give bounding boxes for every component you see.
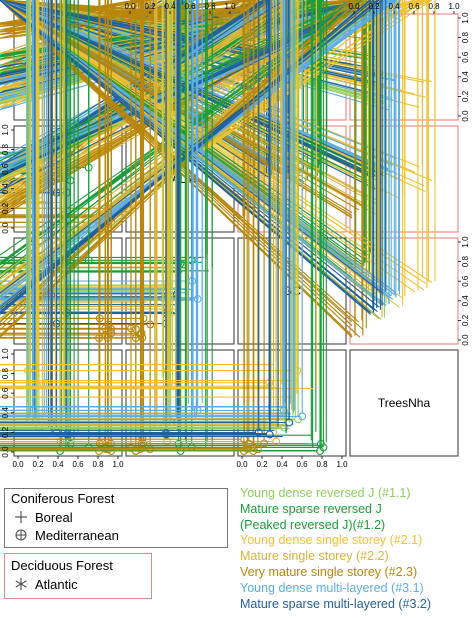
legend-label-atlantic: Atlantic (35, 576, 78, 592)
circled-plus-marker (0, 0, 307, 421)
y-tick-label: 1.0 (1, 348, 10, 360)
x-tick-label: 1.0 (224, 2, 236, 11)
plus-marker-icon (15, 511, 27, 523)
y-tick-label: 0.2 (1, 202, 10, 214)
x-tick-label: 0.6 (72, 460, 84, 469)
x-tick-label: 1.0 (112, 460, 124, 469)
x-tick-label: 0.2 (368, 2, 380, 11)
y-tick-label: 1.0 (461, 236, 470, 248)
x-tick-label: 0.4 (52, 460, 64, 469)
x-tick-label: 1.0 (336, 460, 348, 469)
y-tick-label: 0.8 (1, 143, 10, 155)
y-tick-label: 0.6 (461, 275, 470, 287)
lower-panel (0, 0, 347, 457)
y-tick-label: 0.0 (461, 334, 470, 346)
x-tick-label: 0.4 (164, 2, 176, 11)
lower-panel (0, 0, 123, 457)
y-tick-label: 0.6 (1, 387, 10, 399)
x-tick-label: 0.0 (348, 2, 360, 11)
y-tick-label: 0.2 (461, 90, 470, 102)
cluster-legend-row: Young dense single storey (#2.1) (240, 533, 423, 548)
y-tick-label: 0.4 (461, 295, 470, 307)
x-tick-label: 0.0 (124, 2, 136, 11)
y-tick-label: 0.0 (1, 446, 10, 458)
circled-plus-marker (0, 0, 262, 454)
y-tick-label: 0.6 (461, 51, 470, 63)
cluster-legend-row: Young dense reversed J (#1.1) (240, 486, 411, 500)
x-tick-label: 0.2 (144, 2, 156, 11)
circled-plus-marker-icon (15, 529, 27, 541)
x-tick-label: 0.8 (204, 2, 216, 11)
cluster-legend-row: Young dense multi-layered (#3.1) (240, 580, 424, 595)
coniferous-legend-title: Coniferous Forest (11, 491, 115, 506)
plus-marker (0, 0, 293, 414)
x-tick-label: 0.8 (92, 460, 104, 469)
circled-plus-marker (0, 0, 274, 439)
asterisk-marker-icon (15, 578, 27, 590)
y-tick-label: 0.4 (1, 183, 10, 195)
cluster-legend-row: (Peaked reversed J)(#1.2) (240, 517, 386, 532)
y-tick-label: 1.0 (1, 124, 10, 136)
y-tick-label: 0.2 (461, 314, 470, 326)
cluster-legend: Young dense reversed J (#1.1) Mature spa… (240, 486, 472, 612)
deciduous-legend-title: Deciduous Forest (11, 558, 113, 573)
cluster-legend-row: Very mature single storey (#2.3) (240, 564, 418, 579)
circled-plus-marker (0, 0, 269, 448)
plus-marker (0, 0, 291, 408)
x-tick-label: 0.8 (316, 460, 328, 469)
legend-item-atlantic: Atlantic (13, 576, 78, 592)
circled-plus-marker (0, 0, 248, 455)
x-tick-label: 0.0 (236, 460, 248, 469)
plus-marker (0, 0, 295, 415)
legend-label-mediterranean: Mediterranean (35, 527, 119, 543)
circled-plus-marker (0, 0, 258, 453)
plus-marker (0, 0, 287, 438)
y-tick-label: 0.2 (1, 426, 10, 438)
y-tick-label: 0.8 (461, 31, 470, 43)
variable-label: TreesNha (378, 396, 431, 410)
plus-marker (0, 0, 317, 390)
x-tick-label: 0.4 (388, 2, 400, 11)
deciduous-legend: Deciduous Forest Atlantic (4, 553, 152, 599)
plus-marker (0, 0, 279, 431)
legend-label-boreal: Boreal (35, 509, 73, 525)
plus-marker (0, 0, 283, 389)
x-tick-label: 0.6 (184, 2, 196, 11)
y-tick-label: 0.4 (1, 407, 10, 419)
y-tick-label: 0.4 (461, 71, 470, 83)
panel-frame (349, 349, 459, 457)
cluster-legend-row: Mature sparse reversed J (240, 501, 382, 516)
diagonal-panel: TreesNha (349, 349, 459, 457)
circled-plus-marker (0, 0, 263, 437)
plus-marker (0, 0, 284, 421)
legend-item-mediterranean: Mediterranean (13, 527, 119, 543)
x-tick-label: 0.6 (296, 460, 308, 469)
plus-marker (0, 0, 327, 447)
y-tick-label: 0.8 (1, 367, 10, 379)
x-tick-label: 1.0 (448, 2, 460, 11)
coniferous-legend: Coniferous Forest Boreal Mediterranean (4, 488, 228, 548)
y-tick-label: 0.0 (1, 222, 10, 234)
x-tick-label: 0.8 (428, 2, 440, 11)
y-tick-label: 1.0 (461, 12, 470, 24)
x-tick-label: 0.2 (256, 460, 268, 469)
x-tick-label: 0.4 (276, 460, 288, 469)
cluster-legend-row: Mature single storey (#2.2) (240, 549, 389, 564)
y-tick-label: 0.6 (1, 163, 10, 175)
y-tick-label: 0.0 (461, 110, 470, 122)
y-tick-label: 0.8 (461, 255, 470, 267)
circled-plus-marker (0, 0, 281, 446)
legend-item-boreal: Boreal (13, 509, 73, 525)
x-tick-label: 0.6 (408, 2, 420, 11)
cluster-legend-row: Mature sparse multi-layered (#3.2) (240, 596, 432, 611)
plus-marker (0, 0, 295, 417)
plus-marker (0, 0, 294, 430)
x-tick-label: 0.0 (12, 460, 24, 469)
x-tick-label: 0.2 (32, 460, 44, 469)
